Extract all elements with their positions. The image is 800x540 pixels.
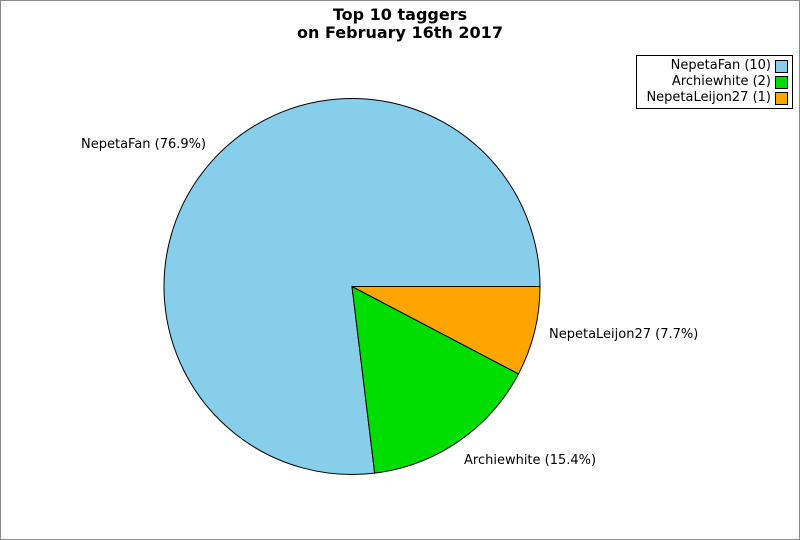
pie-slice-nepetaleijon27 [351,286,541,375]
legend-label-nepetafan: NepetaFan (10) [670,58,771,73]
legend-swatch-archiewhite [775,75,788,89]
slice-callout-nepetaleijon27: NepetaLeijon27 (7.7%) [549,327,699,342]
pie-slice-archiewhite [351,285,520,474]
legend-label-archiewhite: Archiewhite (2) [671,74,771,89]
slice-callout-nepetafan: NepetaFan (76.9%) [81,137,207,152]
legend-row: NepetaLeijon27 (1) [640,90,788,106]
slice-callout-archiewhite: Archiewhite (15.4%) [464,453,597,468]
chart-title: Top 10 taggers on February 16th 2017 [1,6,799,42]
legend-swatch-nepetaleijon27 [775,91,788,105]
legend-row: NepetaFan (10) [640,58,788,74]
chart-title-line1: Top 10 taggers [332,5,468,24]
legend-swatch-nepetafan [775,59,788,73]
legend-box: NepetaFan (10) Archiewhite (2) NepetaLei… [636,55,793,109]
chart-title-line2: on February 16th 2017 [297,23,503,42]
legend-row: Archiewhite (2) [640,74,788,90]
legend-label-nepetaleijon27: NepetaLeijon27 (1) [646,90,771,105]
